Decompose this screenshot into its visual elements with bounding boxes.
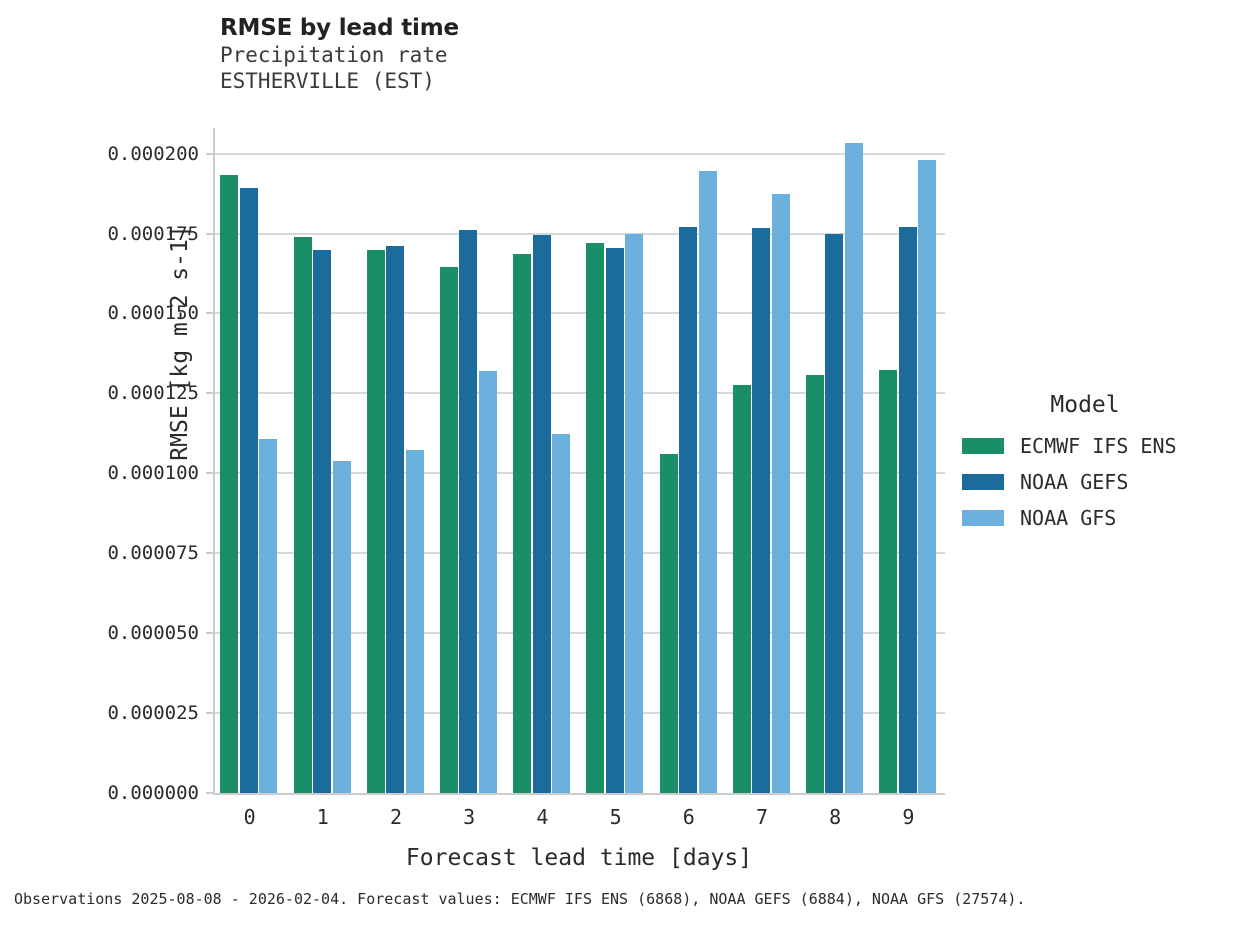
bar-group xyxy=(879,128,938,793)
gridline xyxy=(215,392,945,395)
bar-ecmwf-ifs-ens-day-9[interactable] xyxy=(879,370,898,793)
x-tick-label: 8 xyxy=(829,805,842,829)
bar-group xyxy=(439,128,499,793)
gridline xyxy=(215,232,945,235)
gridline xyxy=(215,472,945,475)
x-tick-label: 5 xyxy=(609,805,622,829)
y-tick-mark xyxy=(206,792,213,794)
legend-item-noaa-gfs[interactable]: NOAA GFS xyxy=(962,500,1232,536)
bar-ecmwf-ifs-ens-day-0[interactable] xyxy=(220,174,239,793)
legend: Model ECMWF IFS ENS NOAA GEFS NOAA GFS xyxy=(962,392,1232,536)
bar-noaa-gfs-day-3[interactable] xyxy=(478,371,497,793)
bar-noaa-gefs-day-0[interactable] xyxy=(239,188,258,793)
legend-item-noaa-gefs[interactable]: NOAA GEFS xyxy=(962,464,1232,500)
y-tick-label: 0.000075 xyxy=(107,542,199,565)
legend-rows: ECMWF IFS ENS NOAA GEFS NOAA GFS xyxy=(962,428,1232,536)
bar-group xyxy=(586,128,645,793)
y-tick-label: 0.000025 xyxy=(107,702,199,725)
legend-swatch-icon xyxy=(962,474,1004,490)
bar-noaa-gfs-day-9[interactable] xyxy=(918,159,937,793)
bar-noaa-gfs-day-4[interactable] xyxy=(552,434,571,793)
gridline xyxy=(215,312,945,315)
bar-ecmwf-ifs-ens-day-7[interactable] xyxy=(732,384,751,793)
bar-noaa-gefs-day-5[interactable] xyxy=(605,247,624,793)
bar-ecmwf-ifs-ens-day-5[interactable] xyxy=(586,242,605,793)
gridline xyxy=(215,552,945,555)
bar-ecmwf-ifs-ens-day-4[interactable] xyxy=(513,253,532,793)
chart-station-label: ESTHERVILLE (EST) xyxy=(220,69,435,93)
x-axis-title: Forecast lead time [days] xyxy=(405,845,753,871)
legend-item-label: NOAA GEFS xyxy=(1020,470,1129,494)
gridline xyxy=(215,632,945,635)
legend-title: Model xyxy=(1050,392,1120,418)
bar-noaa-gfs-day-1[interactable] xyxy=(332,460,351,793)
chart-subtitle: Precipitation rate xyxy=(220,43,448,67)
bar-noaa-gefs-day-4[interactable] xyxy=(532,235,551,793)
bar-ecmwf-ifs-ens-day-8[interactable] xyxy=(805,375,824,793)
bar-noaa-gfs-day-0[interactable] xyxy=(259,439,278,793)
x-tick-label: 4 xyxy=(536,805,549,829)
legend-swatch-icon xyxy=(962,510,1004,526)
bar-noaa-gfs-day-8[interactable] xyxy=(844,143,863,793)
y-tick-mark xyxy=(206,392,213,395)
bar-ecmwf-ifs-ens-day-6[interactable] xyxy=(659,454,678,793)
bar-group xyxy=(659,128,719,793)
x-tick-label: 1 xyxy=(316,805,329,829)
bar-noaa-gfs-day-2[interactable] xyxy=(405,450,424,793)
legend-item-label: NOAA GFS xyxy=(1020,506,1117,530)
x-tick-label: 7 xyxy=(755,805,769,829)
y-tick-label: 0.000050 xyxy=(107,622,199,645)
gridline xyxy=(215,152,945,155)
y-tick-label: 0.000125 xyxy=(107,382,199,405)
bar-noaa-gefs-day-1[interactable] xyxy=(313,250,332,793)
y-tick-label: 0.000150 xyxy=(107,302,199,325)
bar-group xyxy=(732,128,792,793)
bar-group xyxy=(293,128,353,793)
x-tick-label: 0 xyxy=(243,805,256,829)
bar-noaa-gefs-day-7[interactable] xyxy=(752,228,771,793)
bar-group xyxy=(805,128,865,793)
bar-noaa-gefs-day-8[interactable] xyxy=(825,234,844,793)
bar-group xyxy=(513,128,572,793)
plot-area: 0.000000 0.000025 0.000050 0.000075 0.000100… xyxy=(107,128,945,804)
x-axis-line xyxy=(213,793,945,795)
bar-noaa-gfs-day-6[interactable] xyxy=(698,170,717,793)
bar-group xyxy=(220,128,279,793)
legend-item-ecmwf-ifs-ens[interactable]: ECMWF IFS ENS xyxy=(962,428,1232,464)
x-tick-label: 6 xyxy=(682,805,695,829)
bar-group xyxy=(366,128,426,793)
y-tick-mark xyxy=(206,472,213,475)
y-axis-line xyxy=(213,128,215,795)
bar-noaa-gefs-day-6[interactable] xyxy=(679,226,698,793)
legend-item-label: ECMWF IFS ENS xyxy=(1020,434,1177,458)
bar-noaa-gefs-day-3[interactable] xyxy=(459,230,478,793)
gridline xyxy=(215,712,945,715)
bar-ecmwf-ifs-ens-day-1[interactable] xyxy=(293,236,312,793)
bar-noaa-gfs-day-7[interactable] xyxy=(771,194,790,793)
y-tick-label: 0.000175 xyxy=(107,222,199,245)
x-tick-label: 9 xyxy=(902,805,915,829)
legend-swatch-icon xyxy=(962,438,1004,454)
bar-ecmwf-ifs-ens-day-2[interactable] xyxy=(366,249,385,793)
bar-noaa-gefs-day-2[interactable] xyxy=(386,246,405,793)
page-title: RMSE by lead time xyxy=(220,15,459,41)
y-tick-label: 0.000000 xyxy=(107,782,199,804)
footer-note: Observations 2025-08-08 - 2026-02-04. Fo… xyxy=(14,890,1026,908)
y-tick-mark xyxy=(206,152,213,155)
y-tick-mark xyxy=(206,632,213,635)
bar-ecmwf-ifs-ens-day-3[interactable] xyxy=(439,267,458,793)
y-tick-label: 0.000200 xyxy=(107,142,199,165)
y-tick-mark xyxy=(206,712,213,715)
bar-noaa-gfs-day-5[interactable] xyxy=(625,233,644,793)
x-tick-label: 2 xyxy=(389,805,403,829)
y-tick-mark xyxy=(206,552,213,555)
y-tick-mark xyxy=(206,312,213,315)
y-tick-mark xyxy=(206,232,213,235)
x-tick-label: 3 xyxy=(463,805,476,829)
title-block: RMSE by lead time Precipitation rate EST… xyxy=(220,14,920,94)
y-tick-label: 0.000100 xyxy=(107,462,199,485)
bar-noaa-gefs-day-9[interactable] xyxy=(898,226,917,793)
